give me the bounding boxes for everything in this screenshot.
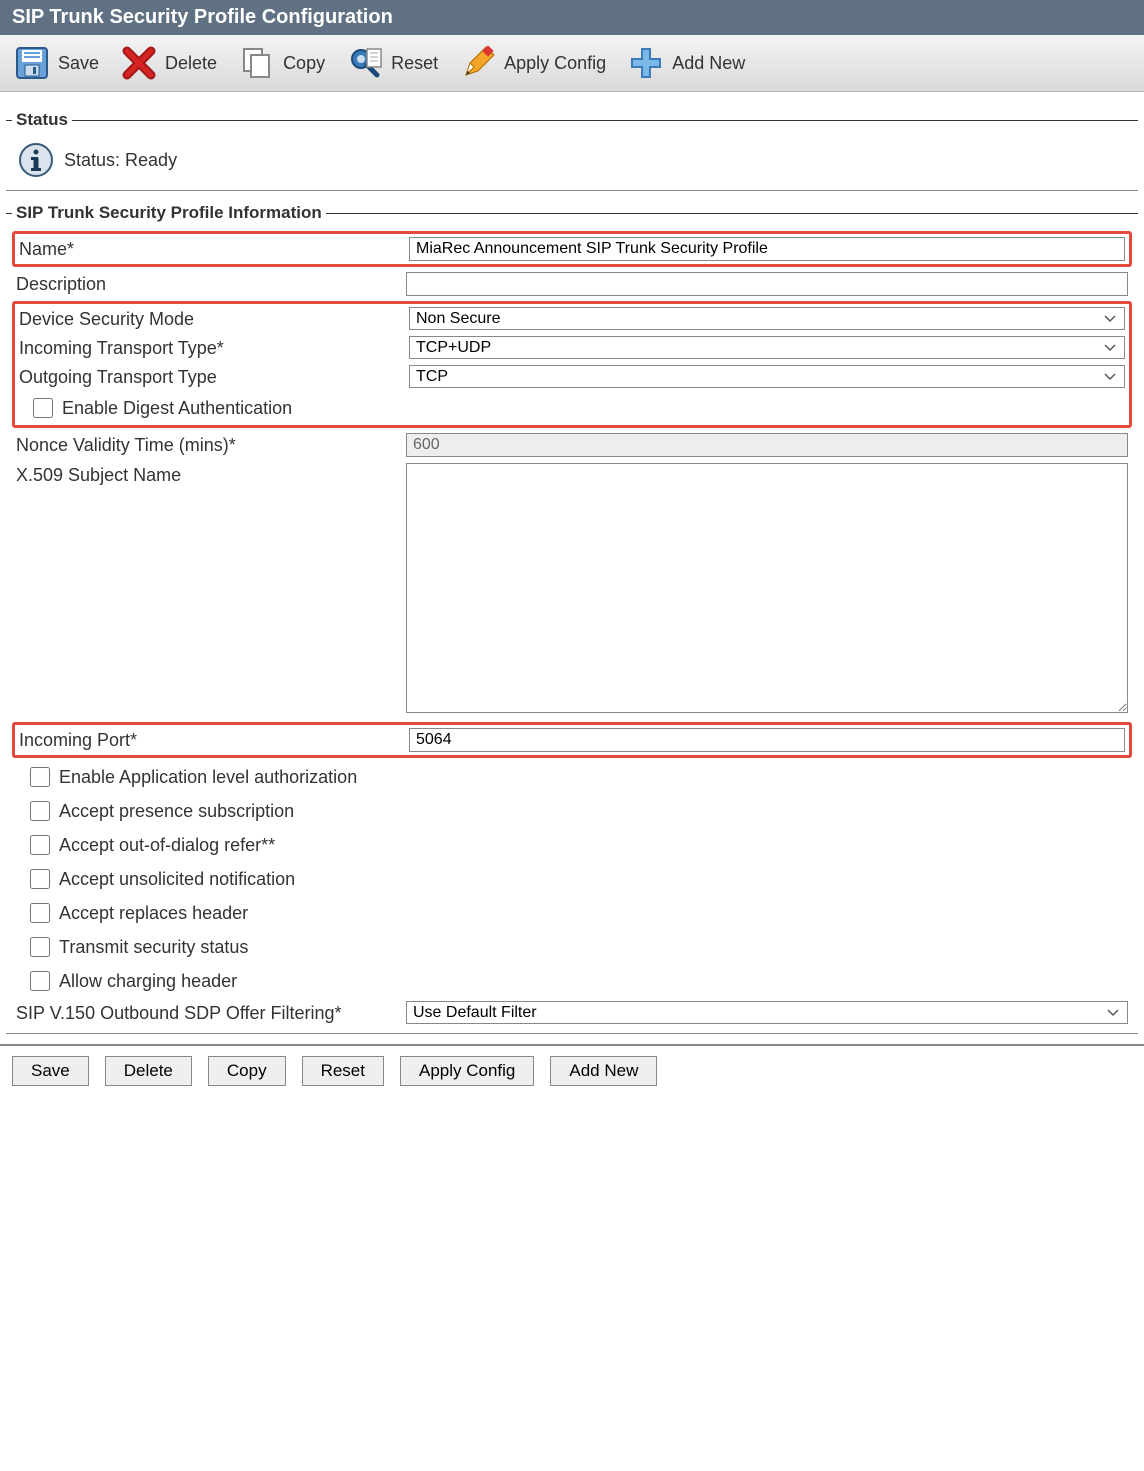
outgoing-transport-label: Outgoing Transport Type [19,365,409,388]
incoming-port-input[interactable] [409,728,1125,752]
device-security-mode-row: Device Security Mode Non Secure [15,304,1129,333]
nonce-label: Nonce Validity Time (mins)* [16,433,406,456]
copy-label: Copy [283,53,325,74]
accept-ood-refer-checkbox[interactable] [30,835,50,855]
accept-presence-checkbox[interactable] [30,801,50,821]
name-row: Name* [12,231,1132,267]
transport-highlight-group: Device Security Mode Non Secure Incoming… [12,301,1132,428]
status-fieldset: Status Status: Ready [6,110,1138,191]
accept-replaces-label: Accept replaces header [59,903,248,924]
accept-presence-row: Accept presence subscription [12,794,1132,828]
device-security-mode-select[interactable]: Non Secure [409,307,1125,330]
accept-replaces-checkbox[interactable] [30,903,50,923]
digest-auth-checkbox[interactable] [33,398,53,418]
reset-button[interactable]: Reset [341,39,448,87]
copy-button[interactable]: Copy [233,39,335,87]
accept-unsolicited-checkbox[interactable] [30,869,50,889]
description-label: Description [16,272,406,295]
bottom-copy-button[interactable]: Copy [208,1056,286,1086]
plus-icon [626,43,666,83]
profile-info-fieldset: SIP Trunk Security Profile Information N… [6,203,1138,1034]
reset-label: Reset [391,53,438,74]
sip-v150-row: SIP V.150 Outbound SDP Offer Filtering* … [12,998,1132,1027]
description-input[interactable] [406,272,1128,296]
bottom-delete-button[interactable]: Delete [105,1056,192,1086]
add-new-label: Add New [672,53,745,74]
bottom-add-new-button[interactable]: Add New [550,1056,657,1086]
accept-replaces-row: Accept replaces header [12,896,1132,930]
apply-config-button[interactable]: Apply Config [454,39,616,87]
device-security-mode-label: Device Security Mode [19,307,409,330]
page-title: SIP Trunk Security Profile Configuration [12,6,393,28]
allow-charging-checkbox[interactable] [30,971,50,991]
transmit-security-row: Transmit security status [12,930,1132,964]
delete-button[interactable]: Delete [115,39,227,87]
sip-v150-select[interactable]: Use Default Filter [406,1001,1128,1024]
delete-icon [119,43,159,83]
nonce-input [406,433,1128,457]
content-area: Status Status: Ready SIP Trunk Security … [0,92,1144,1044]
profile-info-legend: SIP Trunk Security Profile Information [12,203,326,223]
pencil-icon [458,43,498,83]
x509-label: X.509 Subject Name [16,463,406,486]
digest-auth-row: Enable Digest Authentication [15,391,1129,425]
incoming-port-label: Incoming Port* [19,728,409,751]
allow-charging-label: Allow charging header [59,971,237,992]
status-legend: Status [12,110,72,130]
save-button[interactable]: Save [8,39,109,87]
status-row: Status: Ready [12,136,1132,184]
incoming-transport-row: Incoming Transport Type* TCP+UDP [15,333,1129,362]
name-label: Name* [19,237,409,260]
name-input[interactable] [409,237,1125,261]
info-icon [16,140,56,180]
outgoing-transport-row: Outgoing Transport Type TCP [15,362,1129,391]
app-auth-row: Enable Application level authorization [12,760,1132,794]
allow-charging-row: Allow charging header [12,964,1132,998]
x509-row: X.509 Subject Name [12,460,1132,720]
outgoing-transport-select[interactable]: TCP [409,365,1125,388]
digest-auth-label: Enable Digest Authentication [62,398,292,419]
x509-textarea[interactable] [406,463,1128,713]
delete-label: Delete [165,53,217,74]
app-auth-checkbox[interactable] [30,767,50,787]
accept-ood-refer-row: Accept out-of-dialog refer** [12,828,1132,862]
transmit-security-label: Transmit security status [59,937,248,958]
nonce-row: Nonce Validity Time (mins)* [12,430,1132,460]
bottom-reset-button[interactable]: Reset [302,1056,384,1086]
incoming-port-row: Incoming Port* [12,722,1132,758]
incoming-transport-label: Incoming Transport Type* [19,336,409,359]
copy-icon [237,43,277,83]
bottom-apply-config-button[interactable]: Apply Config [400,1056,534,1086]
toolbar: Save Delete Copy [0,35,1144,92]
incoming-transport-select[interactable]: TCP+UDP [409,336,1125,359]
add-new-button[interactable]: Add New [622,39,755,87]
bottom-save-button[interactable]: Save [12,1056,89,1086]
reset-icon [345,43,385,83]
accept-unsolicited-row: Accept unsolicited notification [12,862,1132,896]
accept-unsolicited-label: Accept unsolicited notification [59,869,295,890]
status-text: Status: Ready [64,150,177,171]
bottom-button-bar: Save Delete Copy Reset Apply Config Add … [0,1044,1144,1096]
save-label: Save [58,53,99,74]
accept-ood-refer-label: Accept out-of-dialog refer** [59,835,275,856]
description-row: Description [12,269,1132,299]
app-auth-label: Enable Application level authorization [59,767,357,788]
accept-presence-label: Accept presence subscription [59,801,294,822]
transmit-security-checkbox[interactable] [30,937,50,957]
page-title-bar: SIP Trunk Security Profile Configuration [0,0,1144,35]
apply-config-label: Apply Config [504,53,606,74]
sip-v150-label: SIP V.150 Outbound SDP Offer Filtering* [16,1001,406,1024]
save-icon [12,43,52,83]
